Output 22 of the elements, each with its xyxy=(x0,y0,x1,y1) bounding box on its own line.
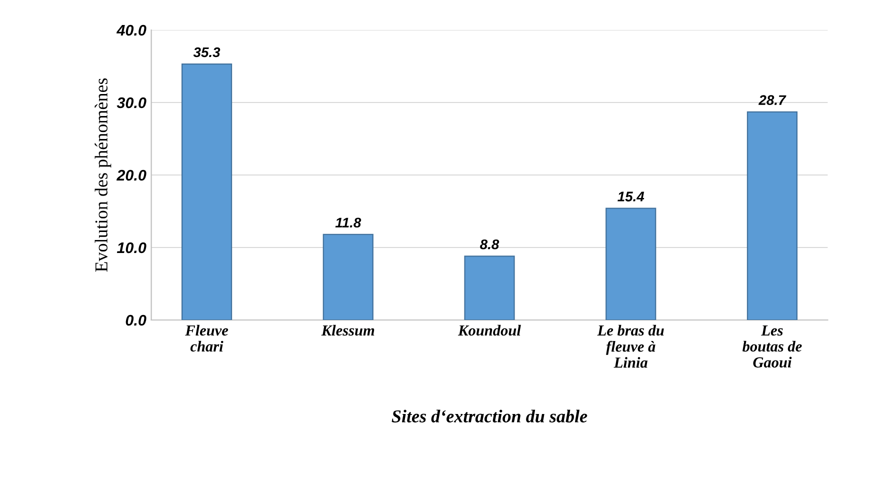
data-label: 35.3 xyxy=(193,47,220,58)
x-axis-title: Sites d‘extraction du sable xyxy=(392,410,588,422)
y-axis-title: Evolution des phénomènes xyxy=(94,78,112,272)
bar xyxy=(322,234,374,320)
x-tick-label: Klessum xyxy=(321,324,374,336)
data-label: 8.8 xyxy=(480,239,500,250)
x-tick-label: Fleuve chari xyxy=(185,324,228,352)
bar xyxy=(464,256,515,320)
x-tick-label: Le bras du fleuve à Linia xyxy=(597,324,664,368)
bar xyxy=(181,64,232,320)
y-tick-label: 20.0 xyxy=(116,170,146,181)
y-tick-label: 30.0 xyxy=(116,97,146,108)
y-tick-label: 40.0 xyxy=(116,24,146,36)
bar xyxy=(746,111,798,320)
x-tick-label: Koundoul xyxy=(458,324,521,336)
bar xyxy=(606,208,656,320)
y-tick-label: 10.0 xyxy=(116,242,146,254)
data-label: 11.8 xyxy=(335,218,362,228)
data-label: 28.7 xyxy=(758,95,786,106)
data-label: 15.4 xyxy=(618,192,644,202)
y-tick-label: 0.0 xyxy=(126,314,146,326)
x-tick-label: Les boutas de Gaoui xyxy=(742,325,802,368)
